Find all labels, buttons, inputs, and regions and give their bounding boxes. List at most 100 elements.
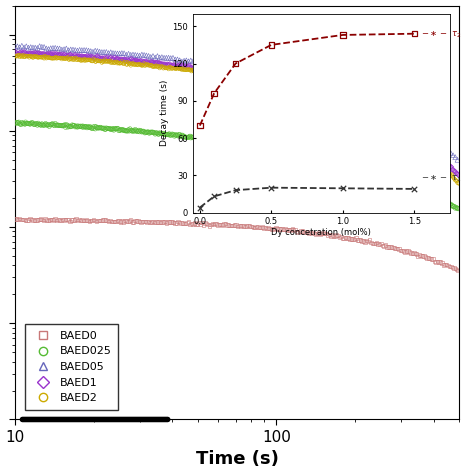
BAED05	[369, 101, 377, 109]
BAED1	[190, 64, 198, 72]
BAED1	[372, 110, 379, 118]
BAED2	[321, 94, 328, 102]
BAED2	[446, 170, 453, 177]
BAED025	[283, 149, 290, 156]
BAED1	[309, 87, 316, 95]
BAED1	[390, 119, 398, 127]
BAED025	[306, 153, 313, 160]
BAED1	[31, 50, 38, 58]
BAED2	[402, 133, 410, 141]
BAED1	[438, 154, 445, 161]
BAED05	[205, 61, 212, 69]
BAED1	[39, 50, 47, 58]
BAED1	[292, 81, 299, 89]
BAED1	[326, 92, 333, 100]
BAED2	[176, 65, 183, 73]
BAED1	[208, 67, 215, 74]
BAED025	[312, 154, 320, 162]
BAED2	[354, 108, 361, 115]
BAED025	[62, 124, 69, 131]
BAED025	[336, 159, 344, 167]
BAED2	[110, 59, 118, 66]
BAED025	[448, 202, 456, 210]
BAED05	[131, 51, 139, 59]
BAED025	[124, 127, 132, 135]
BAED2	[34, 54, 42, 62]
BAED025	[140, 128, 148, 135]
BAED025	[107, 126, 115, 133]
BAED05	[454, 156, 461, 164]
BAED2	[195, 68, 203, 75]
BAED2	[202, 69, 210, 76]
BAED1	[302, 84, 310, 91]
BAED025	[60, 122, 68, 129]
BAED1	[293, 83, 301, 91]
BAED2	[394, 128, 401, 136]
BAED025	[141, 129, 149, 137]
BAED2	[184, 66, 191, 73]
BAED025	[115, 127, 123, 135]
BAED0	[118, 217, 126, 225]
BAED1	[259, 75, 266, 83]
BAED025	[34, 121, 41, 129]
BAED0	[365, 237, 373, 244]
BAED025	[437, 196, 444, 203]
BAED025	[277, 147, 285, 155]
BAED05	[327, 86, 335, 94]
BAED1	[448, 166, 456, 173]
BAED025	[101, 126, 109, 133]
BAED1	[277, 79, 285, 86]
BAED05	[269, 71, 277, 79]
BAED2	[173, 64, 181, 72]
BAED05	[207, 61, 215, 69]
BAED2	[65, 56, 73, 64]
BAED0	[155, 218, 163, 226]
BAED025	[230, 139, 237, 147]
BAED025	[374, 170, 381, 177]
BAED0	[18, 216, 25, 224]
BAED025	[79, 122, 86, 130]
BAED025	[399, 179, 406, 187]
BAED2	[358, 109, 366, 117]
BAED0	[56, 217, 64, 224]
BAED1	[110, 55, 118, 63]
BAED2	[178, 66, 186, 73]
BAED1	[402, 128, 410, 136]
BAED025	[41, 121, 49, 128]
BAED1	[17, 49, 24, 56]
BAED05	[329, 86, 337, 94]
BAED2	[405, 136, 412, 144]
BAED1	[404, 129, 411, 137]
BAED1	[93, 53, 100, 60]
BAED1	[46, 50, 53, 57]
BAED025	[317, 154, 324, 162]
BAED0	[257, 224, 265, 231]
BAED025	[384, 173, 392, 181]
BAED025	[72, 123, 80, 130]
BAED0	[377, 240, 385, 247]
BAED2	[145, 62, 152, 69]
BAED025	[243, 141, 250, 149]
BAED1	[142, 57, 149, 65]
BAED025	[172, 131, 179, 139]
BAED1	[205, 66, 212, 73]
BAED2	[177, 65, 185, 73]
BAED0	[102, 216, 109, 224]
BAED025	[326, 157, 334, 165]
BAED2	[210, 70, 218, 77]
BAED0	[411, 249, 419, 257]
BAED1	[272, 78, 280, 85]
BAED2	[216, 71, 223, 78]
BAED1	[27, 49, 35, 57]
BAED2	[237, 73, 245, 81]
BAED1	[314, 89, 321, 96]
BAED1	[403, 128, 411, 136]
BAED2	[79, 56, 86, 64]
BAED2	[118, 59, 125, 67]
BAED2	[48, 55, 56, 62]
BAED025	[455, 205, 462, 212]
BAED05	[18, 42, 26, 50]
BAED025	[66, 123, 74, 130]
BAED0	[363, 237, 370, 244]
BAED1	[104, 55, 111, 63]
